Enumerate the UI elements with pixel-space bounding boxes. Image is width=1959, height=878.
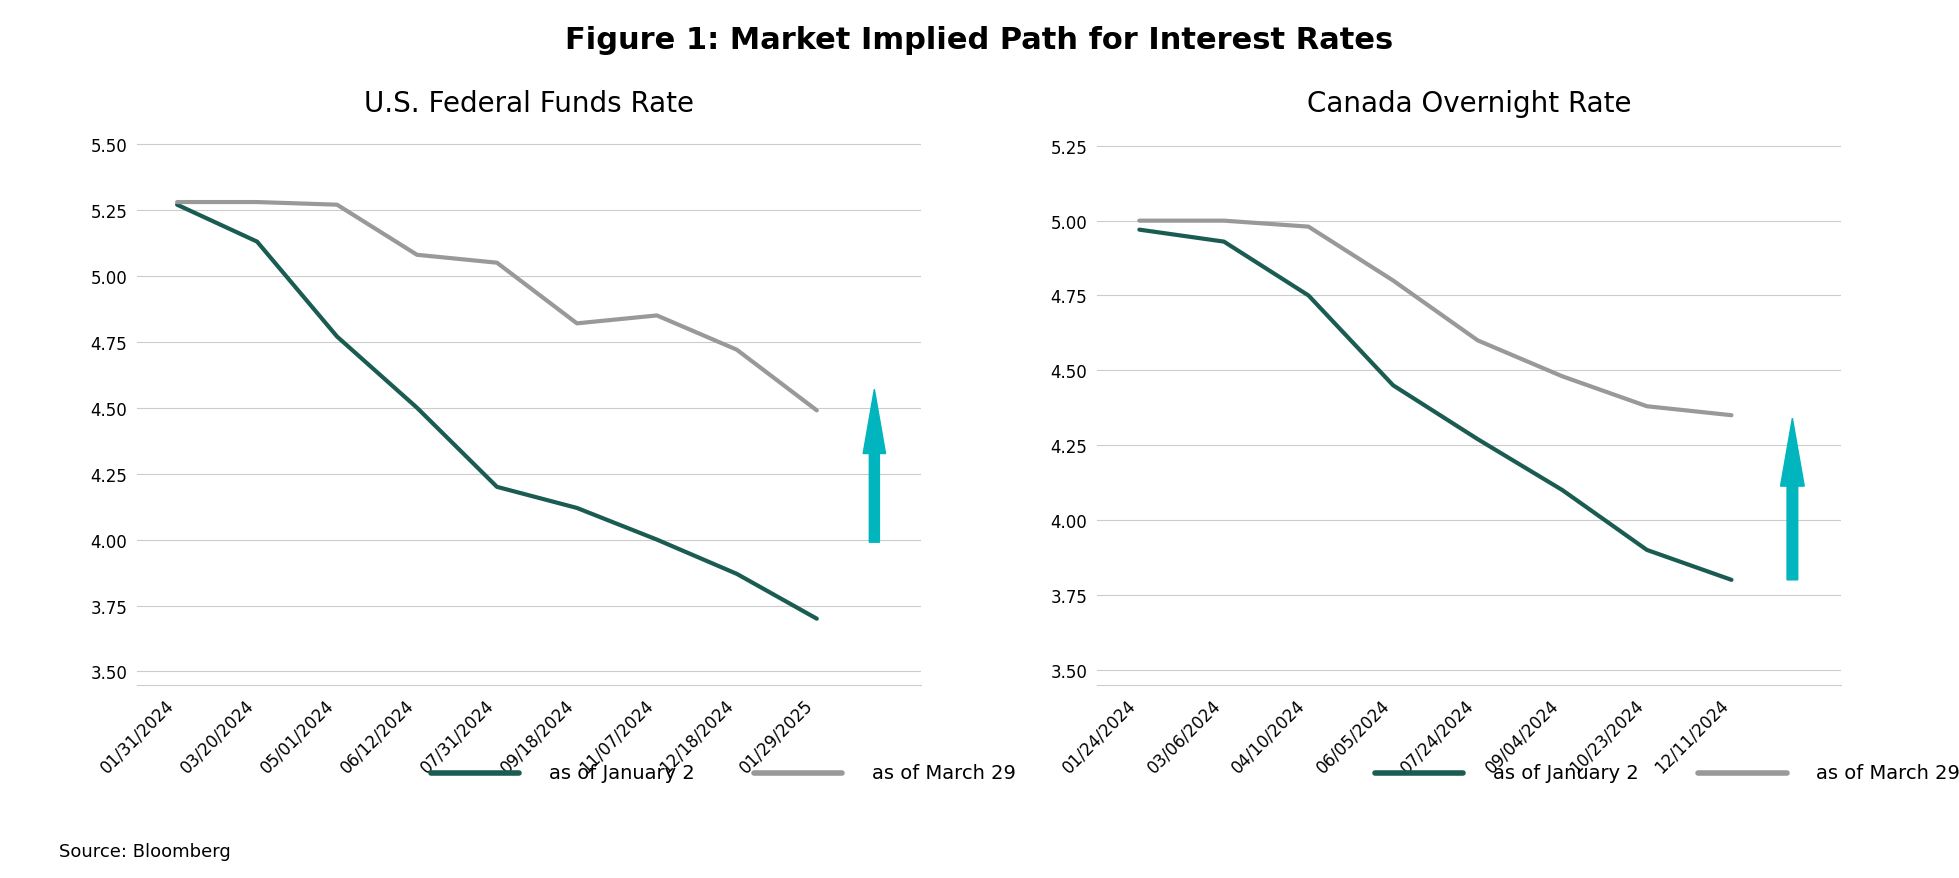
Title: U.S. Federal Funds Rate: U.S. Federal Funds Rate: [364, 90, 693, 119]
Polygon shape: [864, 390, 885, 543]
Text: as of January 2: as of January 2: [549, 763, 693, 782]
Text: as of March 29: as of March 29: [872, 763, 1015, 782]
Text: as of March 29: as of March 29: [1816, 763, 1959, 782]
Text: as of January 2: as of January 2: [1493, 763, 1638, 782]
Text: Figure 1: Market Implied Path for Interest Rates: Figure 1: Market Implied Path for Intere…: [566, 26, 1393, 55]
Polygon shape: [1781, 419, 1804, 580]
Text: Source: Bloomberg: Source: Bloomberg: [59, 843, 231, 860]
Title: Canada Overnight Rate: Canada Overnight Rate: [1307, 90, 1632, 119]
